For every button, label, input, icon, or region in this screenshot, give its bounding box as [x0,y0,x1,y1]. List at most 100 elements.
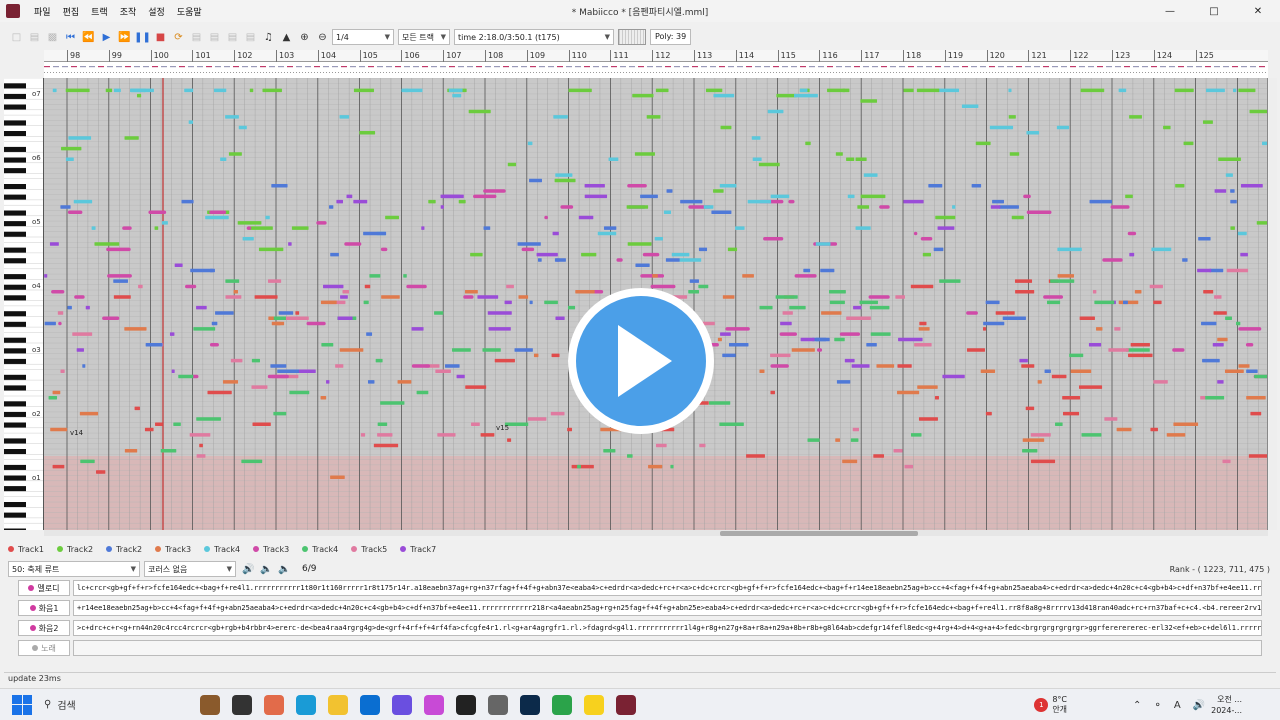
volume-right-icon[interactable]: 🔈 [278,563,291,575]
measure-number[interactable]: 99 [108,50,122,62]
rewind-icon[interactable]: ⏪ [82,31,95,43]
track-filter-select[interactable]: 모든 트랙 ▼ [398,29,450,45]
play-overlay-icon[interactable] [568,288,714,434]
horizontal-scrollbar[interactable] [44,530,1268,536]
loop-icon[interactable]: ⟳ [174,31,183,43]
measure-number[interactable]: 102 [234,50,252,62]
measure-number[interactable]: 116 [819,50,838,62]
mml-input-melody[interactable]: lc+crcr<gb+gf+f+r>fcfe164edc+<bag+f+re4l… [73,580,1262,596]
minimize-icon[interactable]: — [1165,5,1175,17]
edge-icon[interactable] [296,694,316,715]
discord-icon[interactable] [392,694,412,715]
weather-widget[interactable]: 1 8°C 안개 [1034,695,1067,715]
measure-number[interactable]: 108 [485,50,503,62]
measure-number[interactable]: 119 [944,50,963,62]
instrument-select[interactable]: 50: 축제 류트 ▼ [8,561,140,577]
chrome-icon[interactable] [552,694,572,715]
measure-ruler[interactable]: 98 99 100 101 102 103 104 105 106 107 108 109 110 111… [44,50,1268,62]
measure-number[interactable]: 114 [735,50,754,62]
measure-number[interactable]: 112 [652,50,670,62]
ime-icon[interactable]: A [1173,699,1181,711]
measure-number[interactable]: 115 [777,50,796,62]
measure-number[interactable]: 123 [1112,50,1130,62]
mml-input-chord2[interactable]: >c+drc+c+r<g+rn44n20c4rcc4rcrcr<gb+rgb+b… [73,620,1262,636]
track-legend-item[interactable]: Track4 [302,545,338,554]
skip-to-start-icon[interactable]: ⏮ [66,31,75,43]
measure-number[interactable]: 113 [694,50,712,62]
taskbar-app-icon[interactable] [200,694,220,715]
measure-number[interactable]: 111 [610,50,629,62]
close-icon[interactable]: ✕ [1253,5,1263,17]
pause-icon[interactable]: ❚❚ [134,31,151,43]
measure-number[interactable]: 107 [443,50,461,62]
measure-number[interactable]: 105 [359,50,378,62]
track-legend-item[interactable]: Track2 [57,545,93,554]
track-legend-item[interactable]: Track7 [400,545,436,554]
file-explorer-icon[interactable] [328,694,348,715]
measure-number[interactable]: 120 [986,50,1005,62]
stop-icon[interactable]: ■ [155,31,166,43]
play-icon[interactable]: ▶ [102,31,111,43]
tool-icon-1[interactable]: ▤ [191,31,202,43]
mml-input-song[interactable] [73,640,1262,656]
marker-strip[interactable] [44,62,1268,78]
menu-help[interactable]: 도움말 [176,7,202,18]
menu-file[interactable]: 파일 [34,7,51,18]
store-icon[interactable] [360,694,380,715]
measure-number[interactable]: 98 [67,50,80,62]
save-icon[interactable]: ▩ [47,31,58,43]
mml-icon[interactable]: ▲ [282,31,291,43]
mml-label-song[interactable]: 노래 [18,640,70,656]
microphone-icon[interactable]: ⚬ [1153,699,1162,711]
speaker-icon[interactable]: 🔊 [1192,699,1206,711]
track-legend-item[interactable]: Track3 [253,545,289,554]
track-legend-item[interactable]: Track2 [106,545,142,554]
tool-icon-3[interactable]: ▤ [227,31,238,43]
fast-forward-icon[interactable]: ⏩ [118,31,131,43]
chorus-select[interactable]: 코러스 없음 ▼ [144,561,236,577]
measure-number[interactable]: 104 [317,50,336,62]
mml-label-melody[interactable]: 멜로디 [18,580,70,596]
track-legend-item[interactable]: Track5 [351,545,387,554]
copilot-icon[interactable] [264,694,284,715]
measure-number[interactable]: 121 [1028,50,1047,62]
measure-number[interactable]: 122 [1070,50,1088,62]
clock[interactable]: 오전 ... 2024-... [1211,694,1242,716]
menu-edit[interactable]: 편집 [62,7,80,18]
volume-icon[interactable]: 🔊 [242,563,255,575]
photoshop-icon[interactable] [520,694,540,715]
track-legend-item[interactable]: Track3 [155,545,191,554]
track-legend-item[interactable]: Track4 [204,545,240,554]
new-file-icon[interactable]: □ [11,31,22,43]
snap-select[interactable]: 1/4 ▼ [332,29,394,45]
vertical-scrollbar[interactable] [1269,78,1277,530]
piano-keyboard[interactable]: o7 o6 o5 o4 o3 o2 o1 [4,78,44,530]
measure-number[interactable]: 101 [192,50,211,62]
mabiicco-taskbar-icon[interactable] [616,694,636,715]
measure-number[interactable]: 100 [150,50,169,62]
task-view-icon[interactable] [232,694,252,715]
chevron-up-icon[interactable]: ⌃ [1133,699,1142,711]
tool-icon-2[interactable]: ▤ [209,31,220,43]
measure-number[interactable]: 125 [1195,50,1214,62]
tool-icon-4[interactable]: ▤ [245,31,256,43]
taskbar-search[interactable]: ⚲ 검색 [44,694,194,716]
measure-number[interactable]: 109 [526,50,545,62]
menu-operation[interactable]: 조작 [119,7,137,18]
track-legend-item[interactable]: Track1 [8,545,44,554]
measure-number[interactable]: 103 [276,50,294,62]
time-display[interactable]: time 2:18.0/3:50.1 (t175) ▼ [454,29,614,45]
menu-settings[interactable]: 설정 [148,7,165,18]
measure-number[interactable]: 117 [861,50,879,62]
zoom-out-icon[interactable]: ⊖ [318,31,327,43]
measure-number[interactable]: 110 [568,50,587,62]
mml-label-chord1[interactable]: 화음1 [18,600,70,616]
measure-number[interactable]: 124 [1153,50,1172,62]
app-icon-grey[interactable] [488,694,508,715]
mml-label-chord2[interactable]: 화음2 [18,620,70,636]
open-file-icon[interactable]: ▤ [29,31,40,43]
piano-icon[interactable]: ♫ [264,31,273,43]
app-icon-black[interactable] [456,694,476,715]
measure-number[interactable]: 106 [401,50,420,62]
menu-track[interactable]: 트랙 [91,7,108,18]
